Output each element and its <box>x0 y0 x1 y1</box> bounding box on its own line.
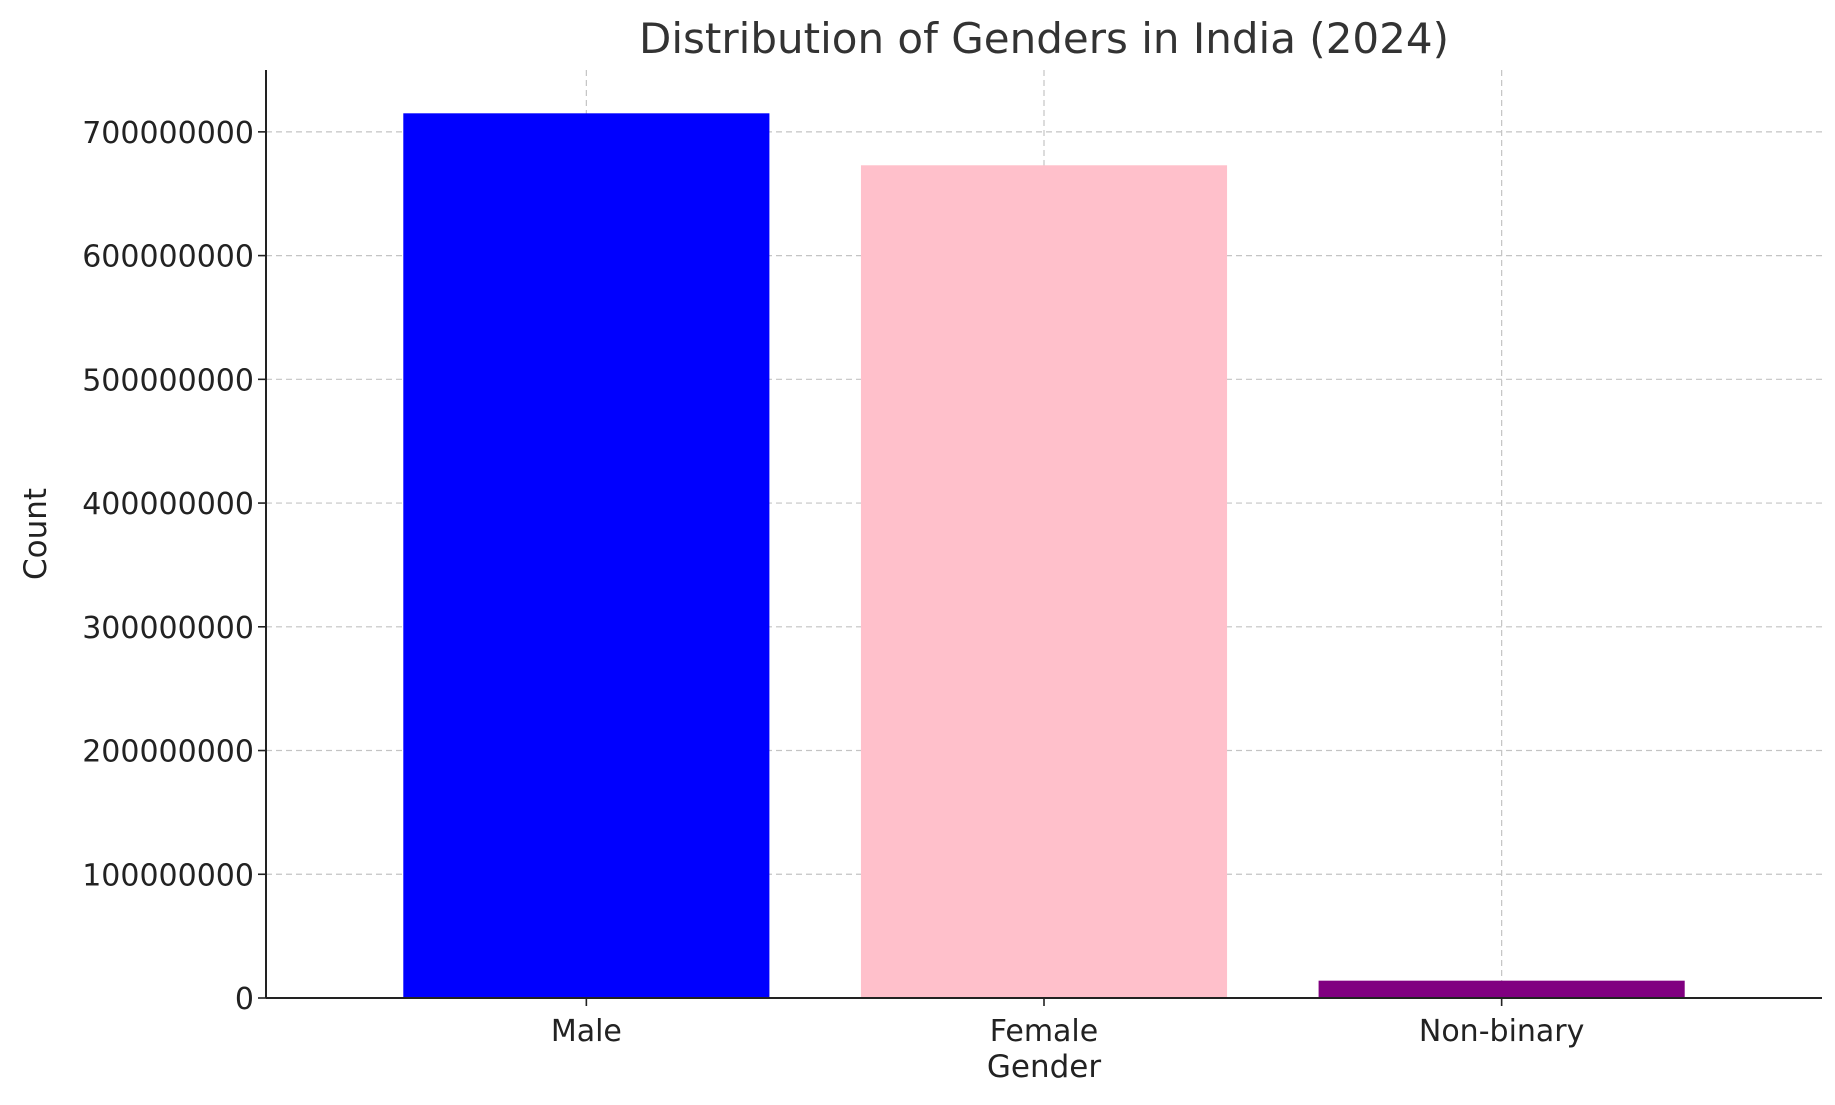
x-tick-label: Male <box>551 1014 622 1049</box>
y-axis-label: Count <box>18 488 54 580</box>
x-tick-label: Female <box>990 1014 1098 1049</box>
y-tick-label: 0 <box>235 982 254 1017</box>
bar-non-binary <box>1318 980 1685 998</box>
y-tick-label: 700000000 <box>82 116 254 151</box>
y-tick-layer: 0 100000000 200000000 300000000 400000000 500… <box>82 116 266 1017</box>
y-tick-label: 200000000 <box>82 735 254 770</box>
x-tick-label: Non-binary <box>1419 1014 1585 1049</box>
y-tick-label: 300000000 <box>82 611 254 646</box>
x-tick-layer: Male Female Non-binary <box>551 998 1585 1049</box>
bar-male <box>403 113 770 999</box>
y-tick-label: 500000000 <box>82 363 254 398</box>
bar-layer <box>403 113 1685 999</box>
x-axis-label: Gender <box>987 1049 1101 1085</box>
y-tick-label: 400000000 <box>82 487 254 522</box>
y-tick-label: 100000000 <box>82 858 254 893</box>
bar-female <box>860 165 1228 999</box>
y-tick-label: 600000000 <box>82 240 254 275</box>
chart-title: Distribution of Genders in India (2024) <box>639 14 1449 63</box>
